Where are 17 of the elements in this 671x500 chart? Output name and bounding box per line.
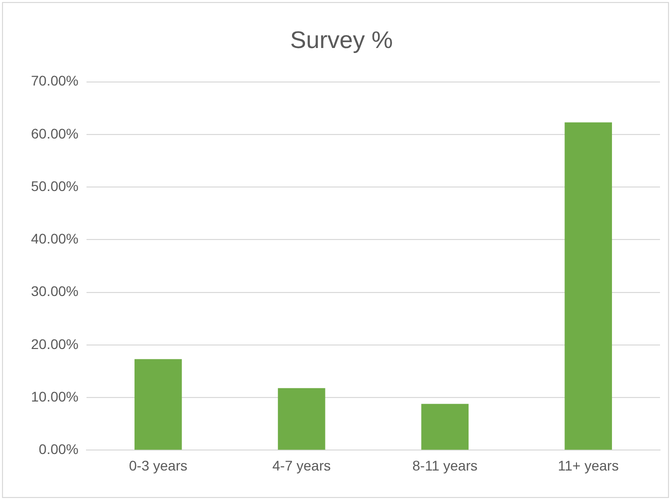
x-tick-label: 0-3 years (128, 457, 188, 474)
y-tick-label: 40.00% (31, 230, 78, 247)
y-tick-label: 50.00% (31, 178, 78, 194)
y-tick-label: 0.00% (38, 441, 78, 458)
y-tick-label: 20.00% (31, 336, 78, 352)
x-tick-label: 8-11 years (412, 457, 478, 474)
y-tick-label: 30.00% (31, 283, 78, 300)
chart-title: Survey % (290, 27, 393, 54)
x-tick-label: 11+ years (558, 457, 619, 474)
bar (278, 388, 326, 450)
y-tick-label: 60.00% (31, 125, 78, 142)
bar (134, 359, 182, 450)
y-tick-label: 70.00% (31, 72, 78, 89)
bar (421, 404, 469, 450)
x-tick-label: 4-7 years (272, 457, 331, 474)
y-tick-label: 10.00% (31, 388, 78, 404)
bar (564, 122, 612, 450)
